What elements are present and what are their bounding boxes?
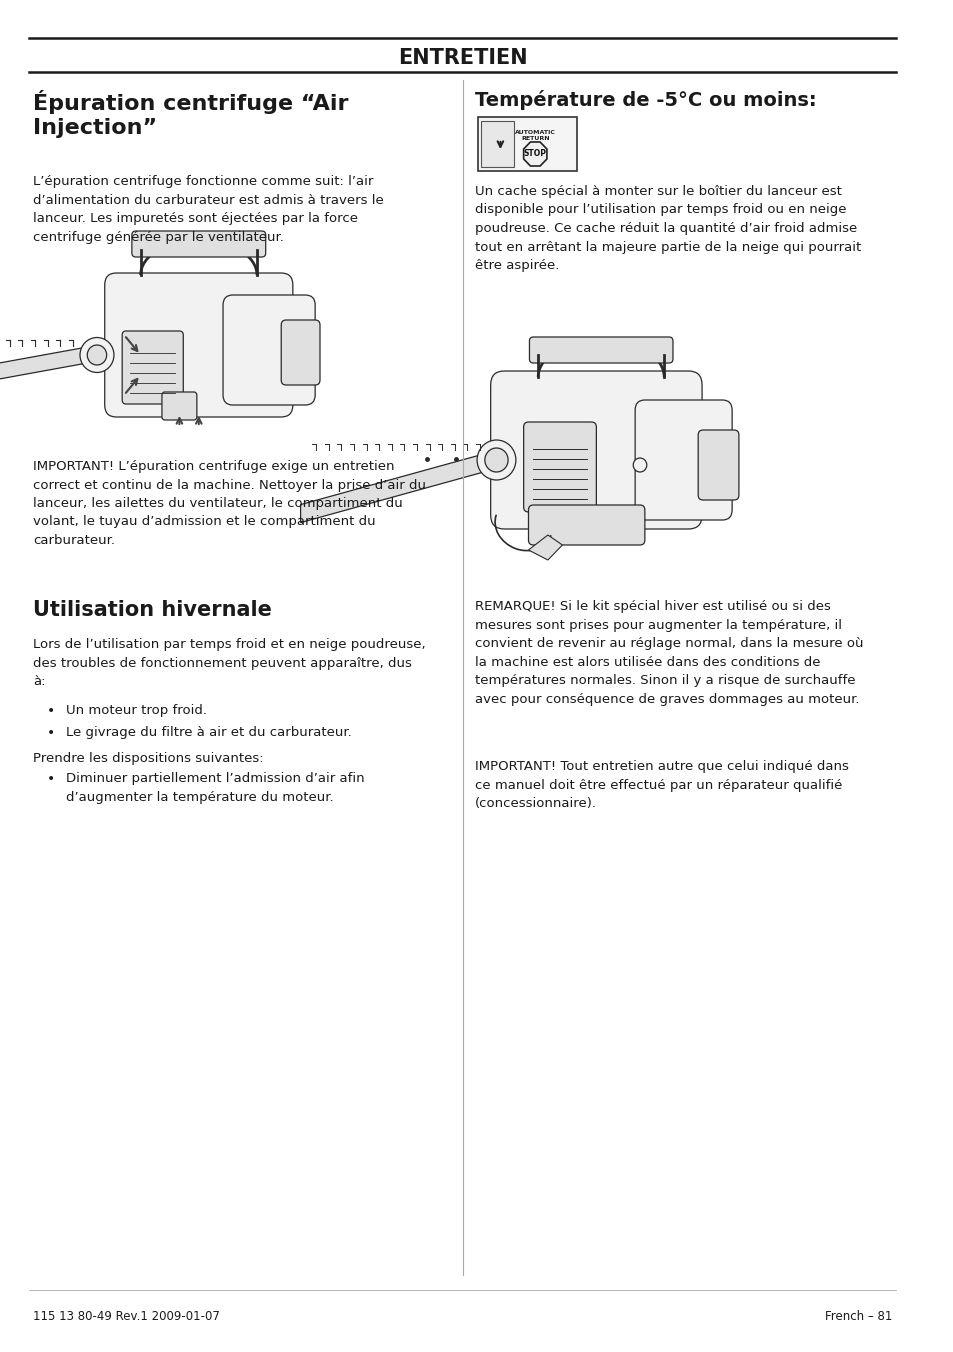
FancyBboxPatch shape — [223, 295, 314, 406]
FancyBboxPatch shape — [490, 370, 701, 529]
FancyBboxPatch shape — [698, 430, 739, 500]
Text: L’épuration centrifuge fonctionne comme suit: l’air
d’alimentation du carburateu: L’épuration centrifuge fonctionne comme … — [33, 174, 383, 243]
Text: Lors de l’utilisation par temps froid et en neige poudreuse,
des troubles de fon: Lors de l’utilisation par temps froid et… — [33, 638, 425, 688]
Polygon shape — [0, 347, 87, 395]
Text: AUTOMATIC
RETURN: AUTOMATIC RETURN — [515, 130, 556, 141]
Ellipse shape — [80, 338, 113, 373]
FancyBboxPatch shape — [528, 506, 644, 545]
Polygon shape — [300, 452, 494, 523]
Text: Prendre les dispositions suivantes:: Prendre les dispositions suivantes: — [33, 752, 263, 765]
Text: STOP: STOP — [523, 150, 546, 158]
Polygon shape — [528, 535, 562, 560]
Ellipse shape — [87, 345, 107, 365]
Ellipse shape — [633, 458, 646, 472]
Text: French – 81: French – 81 — [824, 1310, 891, 1324]
Text: Un moteur trop froid.: Un moteur trop froid. — [66, 704, 207, 717]
FancyBboxPatch shape — [480, 120, 514, 168]
Text: •: • — [47, 772, 54, 786]
Text: 115 13 80-49 Rev.1 2009-01-07: 115 13 80-49 Rev.1 2009-01-07 — [33, 1310, 219, 1324]
Text: REMARQUE! Si le kit spécial hiver est utilisé ou si des
mesures sont prises pour: REMARQUE! Si le kit spécial hiver est ut… — [475, 600, 862, 706]
FancyBboxPatch shape — [529, 337, 672, 362]
FancyBboxPatch shape — [162, 392, 196, 420]
Text: •: • — [47, 704, 54, 718]
Text: Épuration centrifuge “Air
Injection”: Épuration centrifuge “Air Injection” — [33, 91, 348, 138]
FancyBboxPatch shape — [477, 118, 577, 170]
Text: Le givrage du filtre à air et du carburateur.: Le givrage du filtre à air et du carbura… — [66, 726, 352, 740]
FancyBboxPatch shape — [523, 422, 596, 512]
Polygon shape — [523, 142, 546, 166]
Ellipse shape — [484, 448, 508, 472]
FancyBboxPatch shape — [105, 273, 293, 416]
Text: Utilisation hivernale: Utilisation hivernale — [33, 600, 272, 621]
Text: •: • — [47, 726, 54, 740]
Ellipse shape — [476, 439, 516, 480]
Text: IMPORTANT! Tout entretien autre que celui indiqué dans
ce manuel doit être effec: IMPORTANT! Tout entretien autre que celu… — [475, 760, 848, 810]
FancyBboxPatch shape — [132, 231, 266, 257]
FancyBboxPatch shape — [281, 320, 319, 385]
FancyBboxPatch shape — [122, 331, 183, 404]
Text: ENTRETIEN: ENTRETIEN — [397, 49, 527, 68]
Text: Température de -5°C ou moins:: Température de -5°C ou moins: — [475, 91, 816, 110]
FancyBboxPatch shape — [635, 400, 731, 521]
Text: IMPORTANT! L’épuration centrifuge exige un entretien
correct et continu de la ma: IMPORTANT! L’épuration centrifuge exige … — [33, 460, 426, 548]
Text: Diminuer partiellement l’admission d’air afin
d’augmenter la température du mote: Diminuer partiellement l’admission d’air… — [66, 772, 364, 803]
Text: Un cache spécial à monter sur le boîtier du lanceur est
disponible pour l’utilis: Un cache spécial à monter sur le boîtier… — [475, 185, 861, 272]
